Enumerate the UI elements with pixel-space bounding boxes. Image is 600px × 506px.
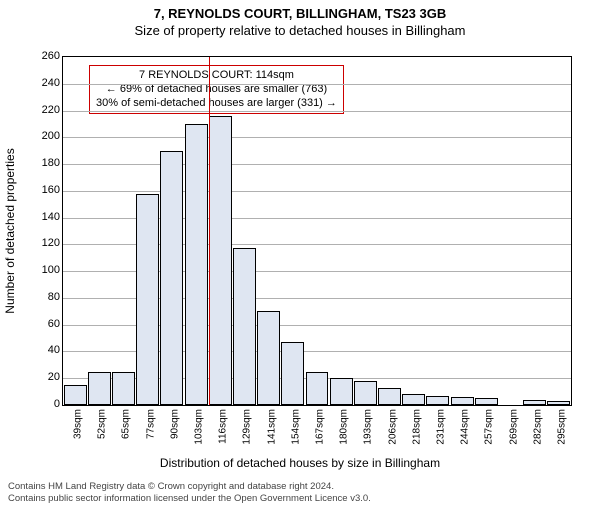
ytick-label: 140 [24, 211, 60, 223]
ytick-label: 60 [24, 318, 60, 330]
plot-area: 7 REYNOLDS COURT: 114sqm ← 69% of detach… [62, 56, 572, 406]
xtick-label: 129sqm [242, 409, 253, 445]
xtick-label: 167sqm [315, 409, 326, 445]
bar [209, 116, 232, 405]
bar [136, 194, 159, 405]
ytick-label: 200 [24, 130, 60, 142]
bar [233, 248, 256, 405]
ytick-label: 20 [24, 371, 60, 383]
xtick-label: 65sqm [121, 409, 132, 439]
bar [354, 381, 377, 405]
bar [112, 372, 135, 405]
ytick-label: 240 [24, 77, 60, 89]
ytick-label: 160 [24, 184, 60, 196]
page-subtitle: Size of property relative to detached ho… [0, 23, 600, 38]
bar [378, 388, 401, 405]
ytick-label: 100 [24, 264, 60, 276]
xtick-label: 257sqm [484, 409, 495, 445]
bar [306, 372, 329, 405]
xtick-label: 39sqm [73, 409, 84, 439]
gridline [63, 111, 571, 112]
xtick-label: 231sqm [435, 409, 446, 445]
footer-line2: Contains public sector information licen… [8, 493, 371, 504]
page-title: 7, REYNOLDS COURT, BILLINGHAM, TS23 3GB [0, 6, 600, 21]
xtick-label: 193sqm [363, 409, 374, 445]
xtick-label: 180sqm [339, 409, 350, 445]
gridline [63, 84, 571, 85]
y-axis-label: Number of detached properties [3, 148, 17, 313]
xtick-label: 269sqm [508, 409, 519, 445]
ytick-label: 0 [24, 398, 60, 410]
xtick-label: 218sqm [411, 409, 422, 445]
ytick-label: 40 [24, 344, 60, 356]
xtick-label: 282sqm [532, 409, 543, 445]
bar [547, 401, 570, 405]
bar [257, 311, 280, 405]
legend-line3: 30% of semi-detached houses are larger (… [96, 97, 337, 111]
bar [160, 151, 183, 405]
x-axis-label: Distribution of detached houses by size … [0, 456, 600, 470]
xtick-label: 141sqm [266, 409, 277, 445]
xtick-label: 154sqm [290, 409, 301, 445]
gridline [63, 191, 571, 192]
ytick-label: 120 [24, 237, 60, 249]
chart-container: 7, REYNOLDS COURT, BILLINGHAM, TS23 3GB … [0, 6, 600, 506]
ytick-label: 80 [24, 291, 60, 303]
bar [64, 385, 87, 405]
xtick-label: 52sqm [97, 409, 108, 439]
xtick-label: 295sqm [556, 409, 567, 445]
bar [451, 397, 474, 405]
xtick-label: 116sqm [218, 409, 229, 444]
ytick-label: 220 [24, 104, 60, 116]
marker-line [209, 57, 210, 405]
gridline [63, 137, 571, 138]
legend-line2: ← 69% of detached houses are smaller (76… [96, 83, 337, 97]
footer: Contains HM Land Registry data © Crown c… [8, 481, 371, 504]
bar [185, 124, 208, 405]
bar [88, 372, 111, 405]
gridline [63, 164, 571, 165]
bar [330, 378, 353, 405]
bar [402, 394, 425, 405]
xtick-label: 90sqm [169, 409, 180, 439]
legend-line1: 7 REYNOLDS COURT: 114sqm [96, 69, 337, 83]
ytick-label: 260 [24, 50, 60, 62]
footer-line1: Contains HM Land Registry data © Crown c… [8, 481, 371, 492]
legend-box: 7 REYNOLDS COURT: 114sqm ← 69% of detach… [89, 65, 344, 114]
bar [281, 342, 304, 405]
xtick-label: 206sqm [387, 409, 398, 445]
bar [426, 396, 449, 405]
bar [523, 400, 546, 405]
xtick-label: 244sqm [460, 409, 471, 445]
ytick-label: 180 [24, 157, 60, 169]
xtick-label: 103sqm [194, 409, 205, 445]
bar [475, 398, 498, 405]
xtick-label: 77sqm [145, 409, 156, 439]
